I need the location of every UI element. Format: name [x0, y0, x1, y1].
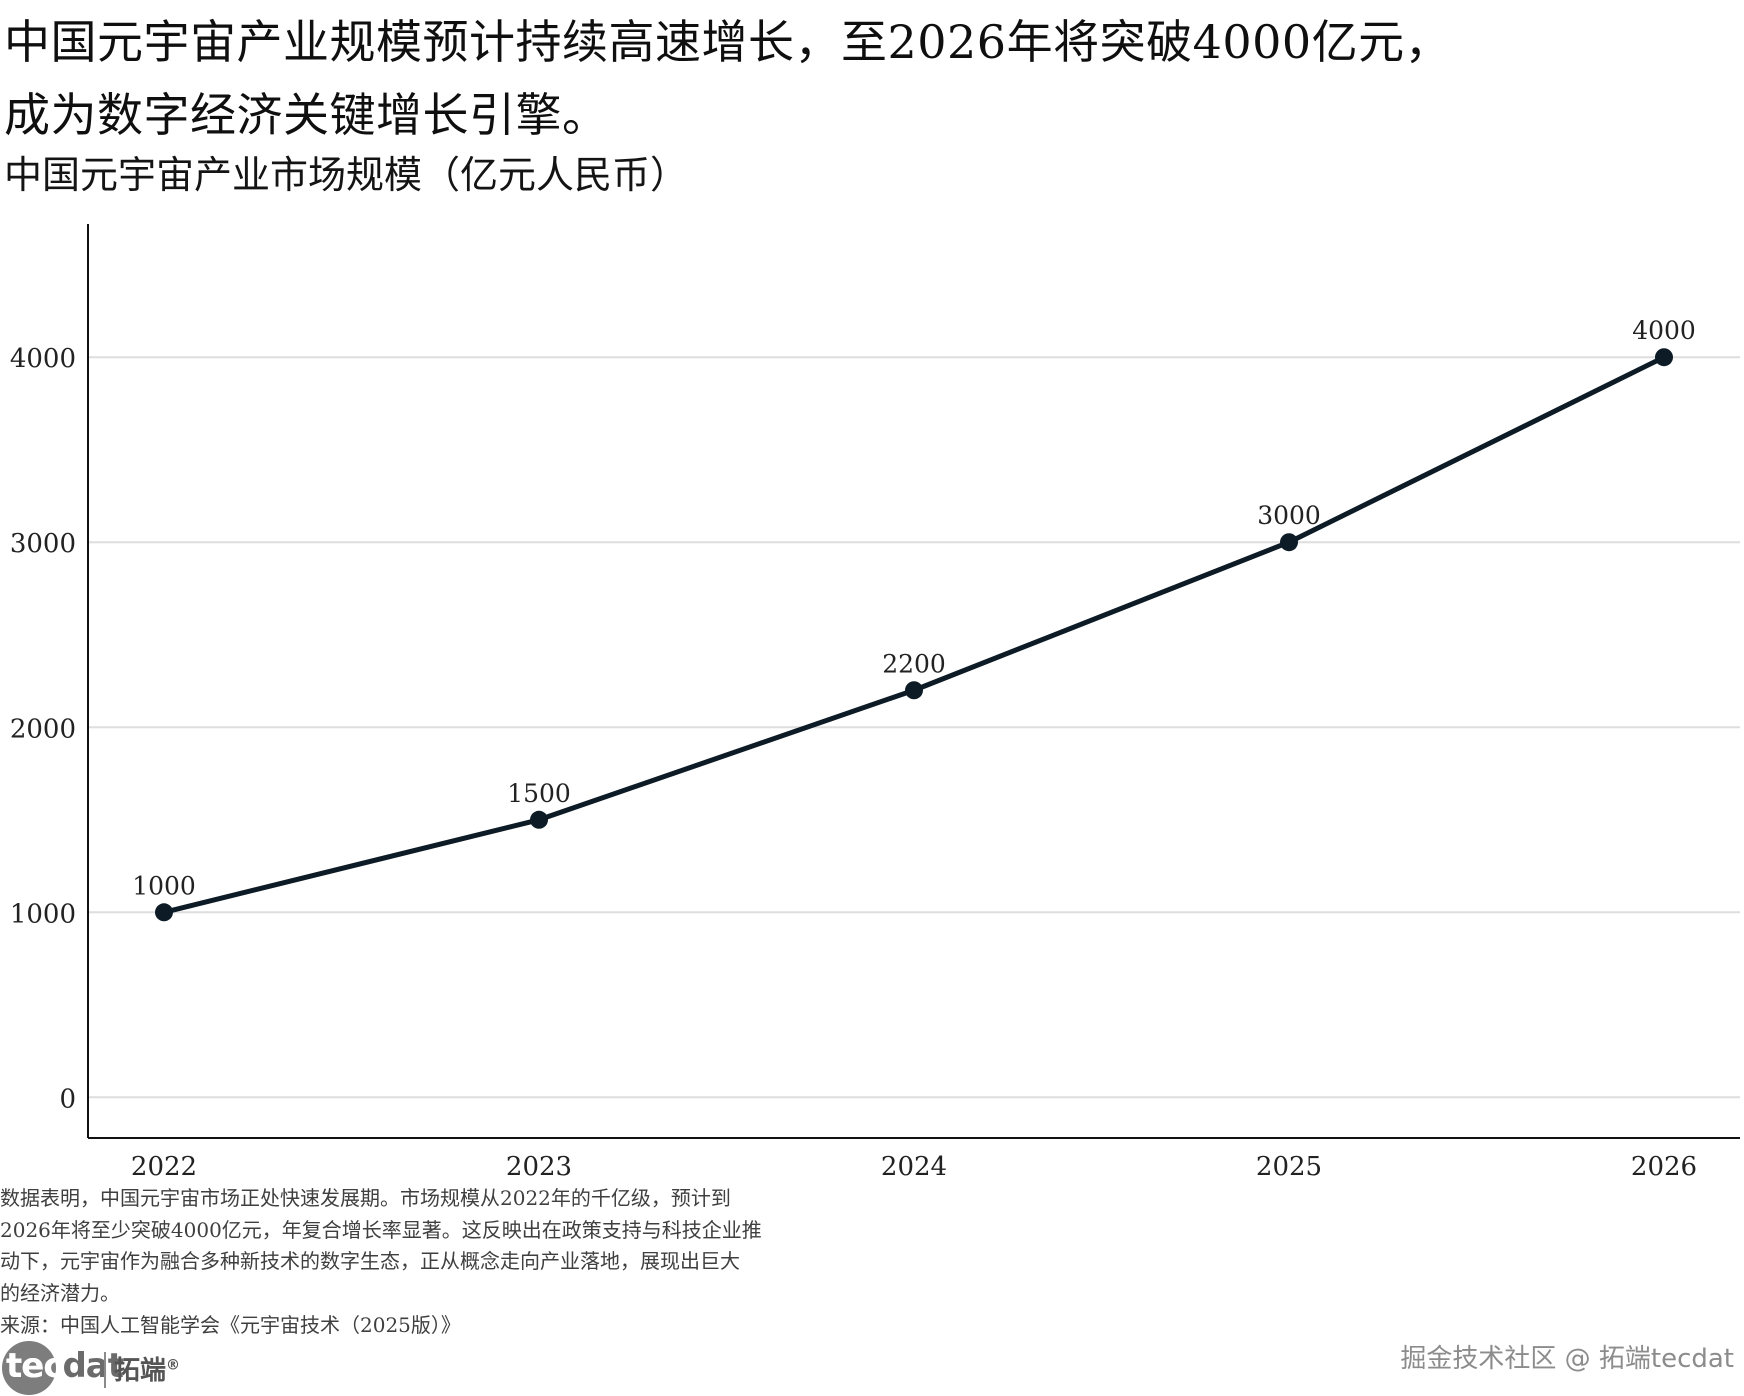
data-points [155, 348, 1673, 922]
data-label: 3000 [1257, 501, 1321, 530]
data-point [530, 810, 548, 829]
logo-wordmark: tecdat [6, 1346, 124, 1386]
chart-description: 数据表明，中国元宇宙市场正处快速发展期。市场规模从2022年的千亿级，预计到 2… [0, 1183, 810, 1309]
logo-badge-icon [2, 1341, 56, 1395]
series-line-path [161, 354, 1667, 915]
y-tick-label: 0 [59, 1084, 76, 1114]
data-point [155, 903, 173, 922]
data-point [905, 681, 923, 700]
headline: 中国元宇宙产业规模预计持续高速增长，至2026年将突破4000亿元， 成为数字经… [4, 6, 1644, 152]
brand-logo [2, 1340, 56, 1396]
y-tick-labels: 0 1000 2000 3000 4000 [10, 344, 76, 1114]
description-line-4: 的经济潜力。 [0, 1280, 120, 1305]
y-tick-label: 2000 [10, 714, 76, 744]
axes [87, 224, 1740, 1139]
data-point [1655, 348, 1673, 367]
x-tick-label: 2024 [881, 1152, 947, 1180]
x-tick-label: 2022 [131, 1152, 197, 1180]
grid-lines [88, 356, 1740, 1099]
x-tick-labels: 2022 2023 2024 2025 2026 [131, 1152, 1697, 1180]
logo-divider [104, 1352, 106, 1388]
logo-word-a: tec [6, 1346, 63, 1386]
data-labels: 1000 1500 2200 3000 4000 [132, 316, 1696, 900]
line-chart: 0 1000 2000 3000 4000 2022 2023 2024 2025 2026 1… [10, 224, 1740, 1180]
source-note: 来源：中国人工智能学会《元宇宙技术（2025版）》 [0, 1313, 461, 1337]
data-label: 1500 [507, 779, 571, 808]
series-line [161, 354, 1667, 915]
description-line-1: 数据表明，中国元宇宙市场正处快速发展期。市场规模从2022年的千亿级，预计到 [0, 1186, 731, 1210]
x-tick-label: 2025 [1256, 1152, 1322, 1180]
data-label: 4000 [1632, 316, 1696, 345]
headline-line-1: 中国元宇宙产业规模预计持续高速增长，至2026年将突破4000亿元， [4, 15, 1452, 69]
description-line-3: 动下，元宇宙作为融合多种新技术的数字生态，正从概念走向产业落地，展现出巨大 [0, 1249, 740, 1273]
headline-line-2: 成为数字经济关键增长引擎。 [4, 88, 609, 142]
logo-word-b: dat [62, 1346, 124, 1386]
data-point [1280, 533, 1298, 552]
data-label: 1000 [132, 871, 196, 900]
x-tick-label: 2023 [506, 1152, 572, 1180]
x-tick-label: 2026 [1631, 1152, 1697, 1180]
y-tick-label: 1000 [10, 899, 76, 929]
logo-cn-text: 拓端 [114, 1356, 167, 1386]
y-tick-label: 4000 [10, 344, 76, 374]
logo-chinese-name: 拓端® [114, 1350, 180, 1387]
data-label: 2200 [882, 649, 946, 678]
chart-subtitle: 中国元宇宙产业市场规模（亿元人民币） [4, 153, 689, 197]
y-tick-label: 3000 [10, 529, 76, 559]
description-line-2: 2026年将至少突破4000亿元，年复合增长率显著。这反映出在政策支持与科技企业… [0, 1217, 762, 1242]
watermark: 掘金技术社区 @ 拓端tecdat [1400, 1344, 1734, 1374]
registered-mark: ® [166, 1357, 181, 1374]
